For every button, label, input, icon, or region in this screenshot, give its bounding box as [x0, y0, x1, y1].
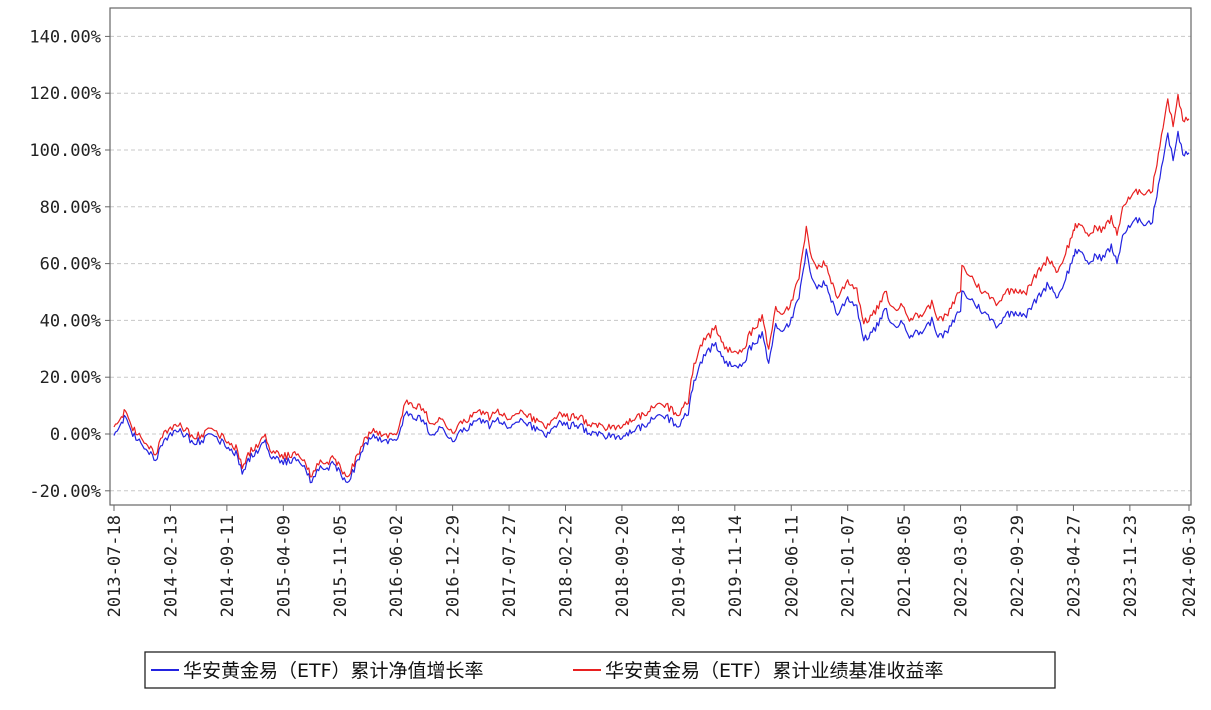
x-tick-label: 2024-06-30 — [1180, 515, 1200, 617]
series-line-2 — [113, 93, 1190, 478]
x-tick-label: 2020-06-11 — [782, 515, 802, 617]
plot-area-frame — [109, 7, 1192, 506]
x-tick-label: 2022-09-29 — [1008, 515, 1028, 617]
x-tick-label: 2014-09-11 — [218, 515, 238, 617]
x-tick-label: 2019-11-14 — [726, 515, 746, 617]
y-tick-label: -20.00% — [29, 482, 101, 502]
x-tick-label: 2014-02-13 — [161, 515, 181, 617]
x-tick-label: 2016-06-02 — [387, 515, 407, 617]
y-tick-label: 0.00% — [50, 425, 101, 445]
x-tick-label: 2015-11-05 — [331, 515, 351, 617]
y-tick-label: 100.00% — [29, 141, 101, 161]
y-tick-label: 80.00% — [40, 198, 101, 218]
x-tick-label: 2023-04-27 — [1064, 515, 1084, 617]
x-tick-label: 2013-07-18 — [105, 515, 125, 617]
x-tick-label: 2018-09-20 — [613, 515, 633, 617]
y-tick-label: 140.00% — [29, 27, 101, 47]
x-tick-label: 2016-12-29 — [444, 515, 464, 617]
grid-lines — [110, 35, 1191, 492]
x-tick-label: 2022-03-03 — [952, 515, 972, 617]
y-tick-label: 40.00% — [40, 311, 101, 331]
x-tick-label: 2021-08-05 — [895, 515, 915, 617]
x-tick-label: 2019-04-18 — [669, 515, 689, 617]
x-tick-label: 2023-11-23 — [1121, 515, 1141, 617]
y-axis: -20.00% 0.00% 20.00% 40.00% 60.00% 80.00% 100.… — [29, 27, 110, 502]
x-tick-label: 2015-04-09 — [274, 515, 294, 617]
x-tick-label: 2017-07-27 — [500, 515, 520, 617]
series-lines — [113, 93, 1190, 484]
y-tick-label: 20.00% — [40, 368, 101, 388]
series-line-1 — [113, 130, 1190, 484]
legend: 华安黄金易（ETF）累计净值增长率 华安黄金易（ETF）累计业绩基准收益率 — [144, 651, 1056, 689]
legend-label-2: 华安黄金易（ETF）累计业绩基准收益率 — [605, 660, 944, 682]
x-tick-label: 2018-02-22 — [557, 515, 577, 617]
legend-label-1: 华安黄金易（ETF）累计净值增长率 — [183, 660, 484, 682]
x-tick-label: 2021-01-07 — [839, 515, 859, 617]
y-tick-label: 120.00% — [29, 84, 101, 104]
x-axis: 2013-07-18 2014-02-13 2014-09-11 2015-04-09… — [105, 505, 1200, 617]
y-tick-label: 60.00% — [40, 255, 101, 275]
